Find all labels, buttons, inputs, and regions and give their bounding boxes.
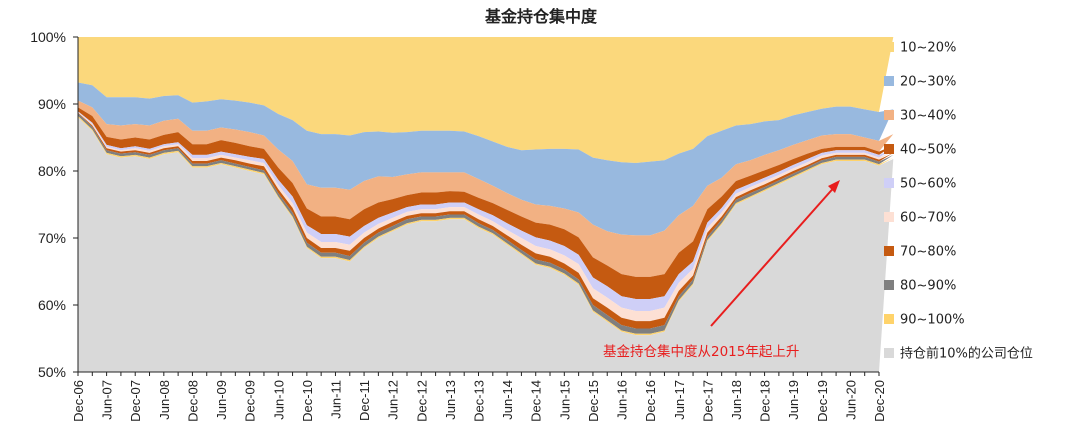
y-tick-label: 60% [38,297,66,313]
legend-swatch [884,144,894,154]
x-tick-label: Jun-11 [328,380,343,419]
x-tick-label: Dec-16 [643,380,658,422]
legend-swatch [884,212,894,222]
legend: 10~20% 20~30% 30~40% 40~50% 50~60% 60~70% 70~8… [884,41,1033,362]
x-tick-label: Dec-10 [300,380,315,422]
x-tick-label: Jun-18 [729,380,744,420]
x-tick-label: Jun-14 [500,380,515,420]
legend-swatch [884,76,894,86]
x-tick-label: Dec-09 [243,380,258,422]
x-tick-label: Dec-14 [529,380,544,422]
chart-title: 基金持仓集中度 [484,7,598,26]
y-tick-label: 80% [38,163,66,179]
area-band [78,100,894,277]
area-band [78,107,894,299]
legend-swatch [884,178,894,188]
x-tick-label: Dec-07 [128,380,143,422]
x-tick-label: Jun-17 [672,380,687,420]
x-tick-label: Dec-17 [700,380,715,422]
legend-label: 50~60% [900,177,956,192]
x-tick-label: Dec-08 [185,380,200,422]
legend-swatch [884,280,894,290]
legend-swatch [884,42,894,52]
x-tick-label: Jun-13 [443,380,458,420]
legend-label: 20~30% [900,75,956,90]
x-tick-label: Jun-12 [386,380,401,420]
legend-label: 70~80% [900,245,956,260]
legend-label: 30~40% [900,109,956,124]
legend-label: 60~70% [900,211,956,226]
legend-label: 90~100% [900,313,965,328]
x-tick-label: Jun-10 [271,380,286,420]
x-tick-label: Jun-07 [100,380,115,420]
x-tick-label: Dec-06 [71,380,86,422]
x-tick-label: Dec-15 [586,380,601,422]
legend-label: 40~50% [900,143,956,158]
legend-swatch [884,348,894,358]
x-tick-label: Jun-19 [786,380,801,420]
x-tick-label: Dec-18 [758,380,773,422]
x-tick-label: Dec-13 [472,380,487,422]
legend-label: 10~20% [900,41,956,56]
annotation: 基金持仓集中度从2015年起上升 [603,180,840,360]
legend-label: 80~90% [900,279,956,294]
x-tick-label: Jun-15 [557,380,572,420]
x-tick-label: Jun-08 [157,380,172,420]
x-tick-label: Jun-16 [615,380,630,420]
x-tick-label: Jun-20 [843,380,858,420]
trend-arrow [710,183,838,327]
y-tick-label: 100% [30,29,66,45]
legend-swatch [884,110,894,120]
y-tick-label: 70% [38,230,66,246]
legend-swatch [884,246,894,256]
axes: 50% 60% 70% 80% 90% 100% Dec-06 Jun-07 Dec-07 Jun… [30,29,887,422]
area-band [78,37,894,163]
trend-arrow-head [828,180,840,193]
x-tick-label: Dec-11 [357,380,372,421]
area-band [78,82,894,236]
x-tick-label: Dec-19 [815,380,830,422]
area-layers [78,37,894,373]
legend-swatch [884,314,894,324]
y-tick-label: 90% [38,96,66,112]
x-tick-label: Dec-12 [414,380,429,422]
area-band [78,117,894,373]
legend-label: 持仓前10%的公司仓位 [900,346,1033,362]
y-tick-label: 50% [38,364,66,380]
x-tick-label: Dec-20 [872,380,887,422]
x-tick-label: Jun-09 [214,380,229,420]
annotation-text: 基金持仓集中度从2015年起上升 [603,343,799,360]
